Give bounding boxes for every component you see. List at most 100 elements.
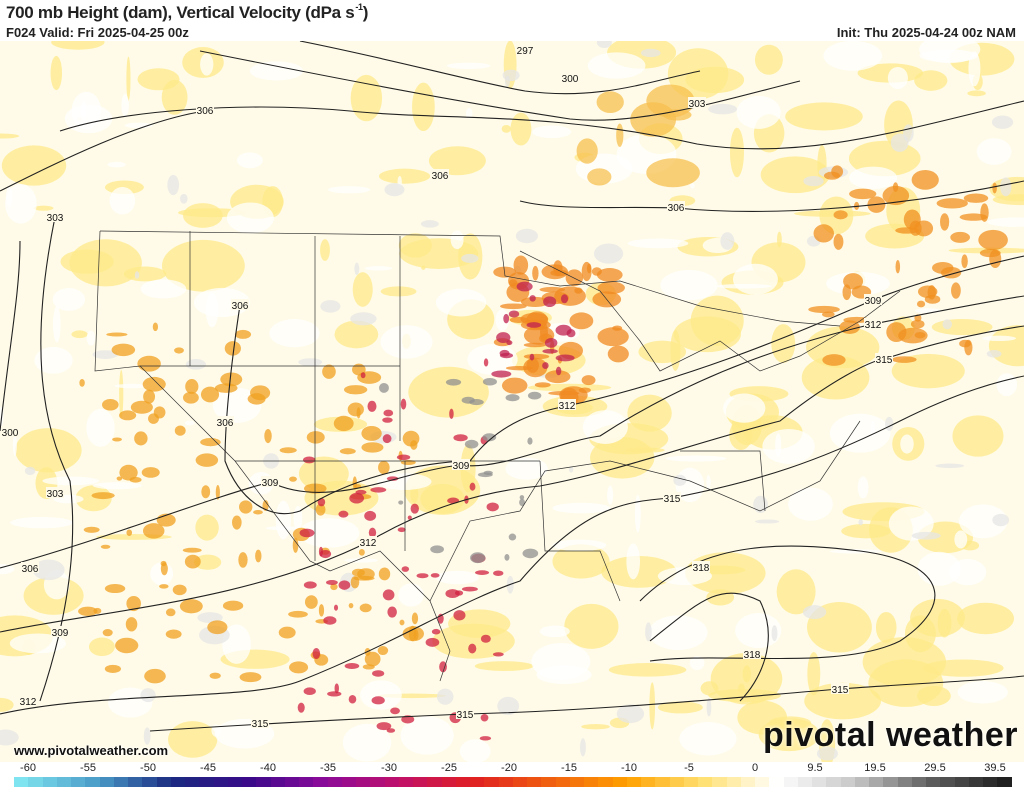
velocity-cell <box>895 260 901 274</box>
velocity-cell <box>569 466 574 473</box>
contour-label: 303 <box>47 213 64 224</box>
contour-label: 312 <box>20 697 37 708</box>
colorbar-cell <box>341 777 356 787</box>
colorbar-cell <box>370 777 385 787</box>
height-contours <box>0 41 1024 732</box>
velocity-cell <box>299 528 315 538</box>
title-superscript: -1 <box>355 2 363 12</box>
velocity-cell <box>354 262 360 275</box>
velocity-cell <box>0 563 15 575</box>
velocity-cell <box>601 555 677 588</box>
velocity-cell <box>513 255 529 275</box>
velocity-cell <box>914 220 934 237</box>
velocity-cell <box>446 62 491 70</box>
velocity-cell <box>501 125 511 133</box>
velocity-cell <box>586 263 592 274</box>
velocity-cell <box>399 619 405 626</box>
velocity-cell <box>250 385 271 401</box>
contour-label: 300 <box>562 74 579 85</box>
velocity-cell <box>197 612 223 624</box>
contour-label-bg <box>864 294 882 305</box>
velocity-cell <box>180 193 188 204</box>
velocity-cell <box>384 183 405 197</box>
colorbar-tick: -10 <box>621 762 637 774</box>
velocity-cell <box>849 188 877 200</box>
colorbar-cell <box>441 777 456 787</box>
velocity-cell <box>474 661 534 671</box>
velocity-cell <box>645 622 652 642</box>
colorbar-cell <box>113 777 128 787</box>
velocity-cell <box>464 439 479 449</box>
velocity-cell <box>526 322 542 328</box>
velocity-cell <box>492 652 504 657</box>
velocity-cell <box>690 183 695 189</box>
velocity-cell <box>209 672 221 679</box>
velocity-cell <box>126 529 133 537</box>
velocity-cell <box>483 470 493 475</box>
velocity-cell <box>279 447 297 454</box>
colorbar-tick: 39.5 <box>984 762 1006 774</box>
colorbar-cell <box>541 777 556 787</box>
colorbar-cell <box>327 777 342 787</box>
velocity-cell <box>224 341 241 356</box>
colorbar-tick: -60 <box>20 762 36 774</box>
velocity-cell <box>449 408 454 420</box>
velocity-cell <box>957 602 1015 635</box>
velocity-cell <box>936 198 968 209</box>
velocity-cell <box>986 350 1002 358</box>
velocity-cell <box>989 249 1002 269</box>
colorbar-cell <box>669 777 684 787</box>
website-url: www.pivotalweather.com <box>14 743 169 758</box>
velocity-cell <box>386 728 396 733</box>
velocity-cell <box>0 729 19 746</box>
velocity-cell <box>552 544 610 579</box>
velocity-cell <box>638 340 687 364</box>
velocity-cell <box>841 523 891 539</box>
velocity-cell <box>306 431 325 444</box>
contour-label-bg <box>231 299 249 310</box>
velocity-cell <box>505 365 533 371</box>
velocity-cell <box>505 457 548 480</box>
colorbar-cell <box>142 777 157 787</box>
velocity-cell <box>182 547 202 553</box>
velocity-cell <box>550 269 568 277</box>
colorbar-cell <box>983 777 998 787</box>
contour-label-bg <box>663 492 681 503</box>
colorbar-cell <box>470 777 485 787</box>
velocity-cell <box>976 138 1012 165</box>
colorbar-cell <box>498 777 513 787</box>
velocity-cell <box>475 570 490 575</box>
velocity-cell <box>338 580 351 590</box>
contour-label-bg <box>688 97 706 108</box>
contour-label-bg <box>558 399 576 410</box>
velocity-cell <box>200 437 221 447</box>
velocity-cell <box>92 350 118 359</box>
velocity-cell <box>992 182 997 194</box>
velocity-cell <box>289 476 297 482</box>
velocity-cell <box>104 664 122 673</box>
velocity-cell <box>732 263 778 295</box>
contour-label: 318 <box>693 563 710 574</box>
velocity-cell <box>657 701 703 714</box>
velocity-cell <box>813 224 835 243</box>
colorbar-cell <box>698 777 713 787</box>
colorbar-cell <box>299 777 314 787</box>
velocity-cell <box>480 634 491 643</box>
contour-label: 315 <box>876 355 893 366</box>
velocity-cell <box>161 239 245 292</box>
velocity-cell <box>980 203 989 222</box>
colorbar-cell <box>598 777 613 787</box>
velocity-cell <box>71 330 88 339</box>
velocity-cell <box>298 518 360 548</box>
velocity-cell <box>376 722 392 731</box>
velocity-cell <box>910 319 925 329</box>
velocity-cell <box>581 724 610 730</box>
velocity-cell <box>886 322 907 343</box>
velocity-cell <box>479 736 492 741</box>
velocity-cell <box>195 514 219 541</box>
velocity-cell <box>923 659 1004 677</box>
velocity-cell <box>360 680 402 710</box>
velocity-cell <box>625 447 665 453</box>
contour-label-bg <box>516 44 534 55</box>
contour-label-bg <box>51 626 69 637</box>
